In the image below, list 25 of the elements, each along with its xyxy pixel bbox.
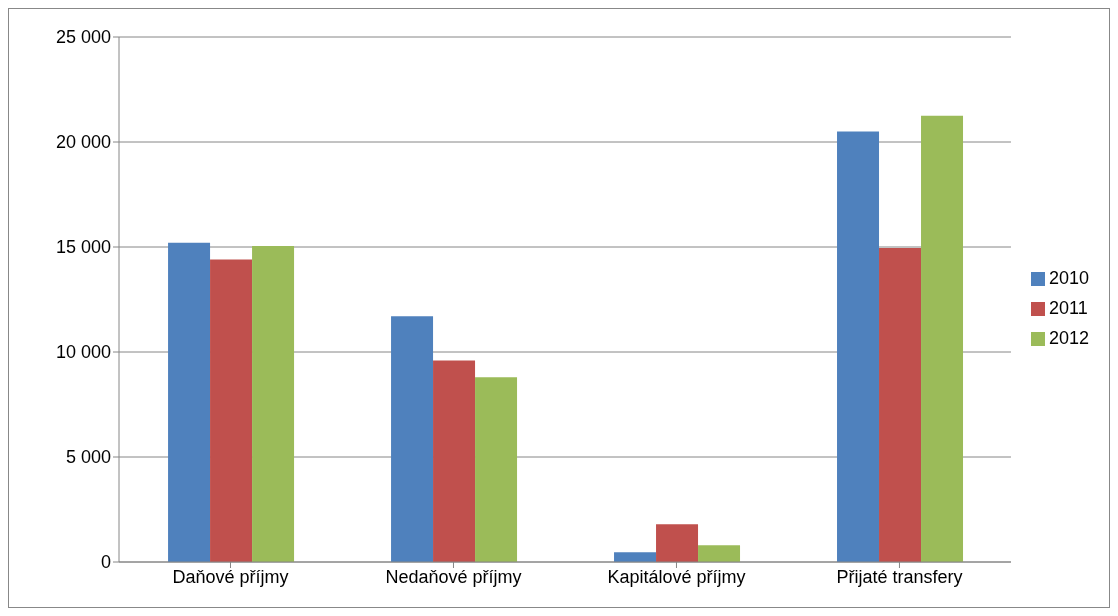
bar [921,115,964,562]
legend-label: 2010 [1048,268,1089,288]
x-tick-label: Kapitálové příjmy [607,566,746,587]
bar [210,259,253,562]
legend-label: 2011 [1048,298,1088,318]
bar [391,316,434,562]
bar [252,245,295,562]
y-tick-label: 0 [100,552,111,573]
y-tick-label: 5 000 [65,447,111,468]
bar [475,377,518,562]
bar [837,131,880,562]
y-tick-label: 15 000 [55,237,111,258]
bar [614,552,657,562]
y-tick-label: 20 000 [55,132,111,153]
bar [168,242,211,562]
x-tick-label: Daňové příjmy [172,566,289,587]
y-tick-label: 25 000 [55,27,111,48]
bar [433,360,476,562]
bar [656,524,699,562]
bar [698,545,741,562]
y-tick-label: 10 000 [55,342,111,363]
legend-label: 2012 [1048,328,1089,348]
x-tick-label: Přijaté transfery [836,566,963,587]
x-tick-label: Nedaňové příjmy [385,566,522,587]
bar [879,248,922,562]
